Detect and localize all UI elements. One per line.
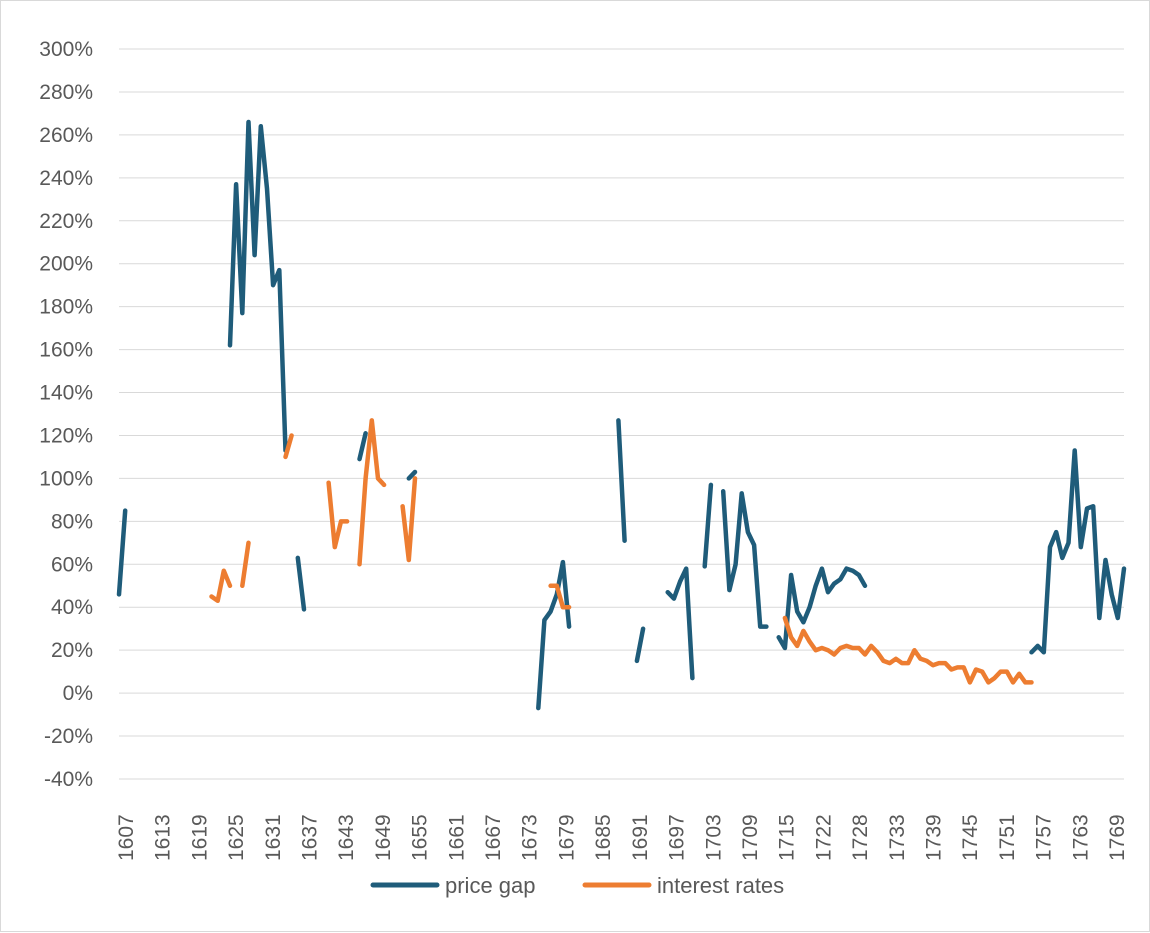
y-tick-label: 200% (39, 253, 93, 276)
series-line-price-gap (702, 482, 714, 569)
y-tick-label: 300% (39, 38, 93, 61)
x-tick-label: 1769 (1106, 814, 1129, 861)
x-axis-ticks: 1607 1613 1619 1625 1631 1637 1643 1649 1655 1661… (115, 814, 1129, 861)
y-tick-label: 160% (39, 339, 93, 362)
y-tick-label: 220% (39, 210, 93, 233)
series-line-interest-rates (240, 540, 251, 589)
y-tick-label: -40% (44, 768, 93, 791)
series-line-interest-rates (283, 433, 294, 460)
x-tick-label: 1673 (519, 814, 542, 861)
y-tick-label: 100% (39, 467, 93, 490)
series-line-interest-rates (357, 418, 387, 567)
y-tick-label: 280% (39, 81, 93, 104)
y-tick-label: 40% (51, 596, 93, 619)
x-tick-label: 1661 (445, 814, 468, 861)
x-tick-label: 1631 (262, 814, 285, 861)
x-tick-label: 1709 (739, 814, 762, 861)
x-tick-label: 1757 (1033, 814, 1056, 861)
legend: price gap interest rates (370, 873, 784, 898)
legend-label-price-gap: price gap (445, 873, 536, 898)
x-tick-label: 1697 (666, 814, 689, 861)
series-line-price-gap (634, 626, 646, 664)
series-line-price-gap (116, 508, 128, 597)
series-line-price-gap (665, 566, 695, 681)
series-line-interest-rates (548, 583, 572, 610)
x-tick-label: 1763 (1069, 814, 1092, 861)
x-tick-label: 1655 (409, 814, 432, 861)
x-tick-label: 1607 (115, 814, 138, 861)
series-line-price-gap (776, 566, 868, 651)
y-tick-label: 180% (39, 296, 93, 319)
x-tick-label: 1685 (592, 814, 615, 861)
series-line-price-gap (536, 559, 572, 711)
series-line-price-gap (1029, 448, 1127, 655)
y-tick-label: 20% (51, 639, 93, 662)
series-line-price-gap (616, 418, 627, 543)
x-tick-label: 1722 (812, 814, 835, 861)
x-tick-label: 1691 (629, 814, 652, 861)
x-tick-label: 1643 (335, 814, 358, 861)
x-tick-label: 1745 (959, 814, 982, 861)
x-tick-label: 1715 (776, 814, 799, 861)
x-tick-label: 1703 (702, 814, 725, 861)
x-tick-label: 1751 (996, 814, 1019, 861)
y-tick-label: 260% (39, 124, 93, 147)
legend-label-interest-rates: interest rates (657, 873, 784, 898)
series-line-interest-rates (782, 615, 1034, 685)
series-line-interest-rates (209, 568, 233, 604)
x-tick-label: 1637 (299, 814, 322, 861)
series-line-price-gap (227, 119, 288, 453)
series-line-price-gap (720, 489, 769, 629)
y-tick-label: -20% (44, 725, 93, 748)
series-line-price-gap (357, 431, 368, 462)
gridlines (119, 48, 1124, 780)
x-tick-label: 1613 (152, 814, 175, 861)
series-line-interest-rates (400, 476, 418, 563)
y-tick-label: 60% (51, 553, 93, 576)
series-line-price-gap (406, 469, 418, 481)
x-tick-label: 1679 (555, 814, 578, 861)
series-line-interest-rates (326, 480, 350, 550)
y-tick-label: 120% (39, 424, 93, 447)
x-tick-label: 1649 (372, 814, 395, 861)
y-tick-label: 240% (39, 167, 93, 190)
x-tick-label: 1728 (849, 814, 872, 861)
y-axis-ticks: -40% -20% 0% 20% 40% 60% 80% 100% 120% 140% 160% 18… (39, 38, 93, 791)
x-tick-label: 1619 (188, 814, 211, 861)
y-tick-label: 0% (63, 682, 93, 705)
x-tick-label: 1667 (482, 814, 505, 861)
plot-lines (116, 119, 1127, 711)
x-tick-label: 1733 (886, 814, 909, 861)
x-tick-label: 1625 (225, 814, 248, 861)
y-tick-label: 80% (51, 510, 93, 533)
y-tick-label: 140% (39, 382, 93, 405)
series-line-price-gap (295, 555, 307, 612)
x-tick-label: 1739 (922, 814, 945, 861)
